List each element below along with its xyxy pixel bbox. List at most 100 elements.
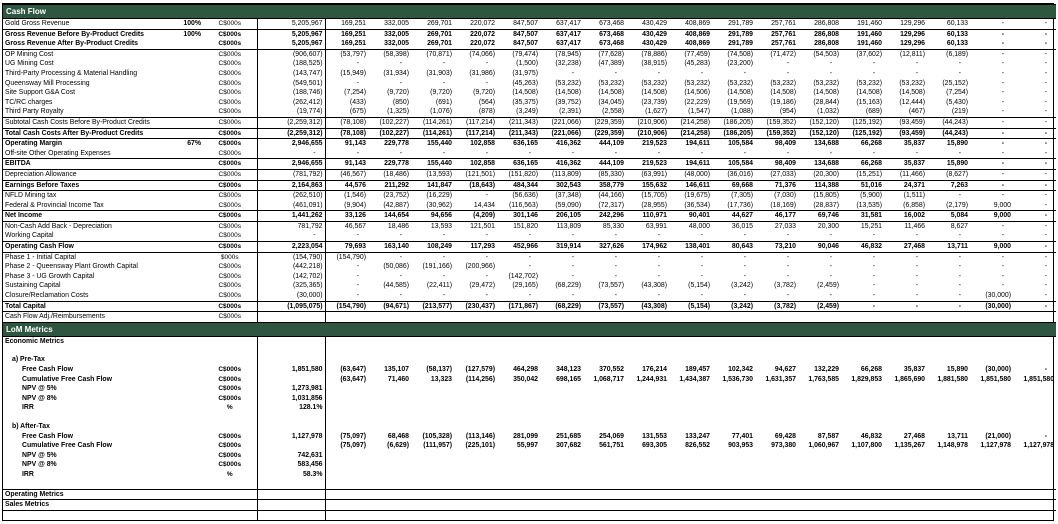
value-cell[interactable]: - xyxy=(872,282,875,290)
value-cell[interactable] xyxy=(884,312,927,323)
value-cell[interactable] xyxy=(798,509,841,520)
value-cell[interactable] xyxy=(325,384,368,394)
value-cell[interactable]: 191,460 xyxy=(841,18,884,30)
value-cell[interactable] xyxy=(626,336,669,346)
value-cell[interactable]: 36,015 xyxy=(731,222,753,230)
value-cell[interactable] xyxy=(368,460,411,470)
total-cell[interactable]: 1,851,580 xyxy=(256,365,326,375)
value-cell[interactable]: - xyxy=(1001,50,1004,58)
value-cell[interactable]: (59,090) xyxy=(555,201,581,209)
value-cell[interactable] xyxy=(497,480,540,490)
value-cell[interactable] xyxy=(1013,394,1056,404)
total-cell[interactable]: 5,205,967 xyxy=(256,18,326,30)
value-cell[interactable] xyxy=(841,346,884,355)
value-cell[interactable] xyxy=(454,488,497,500)
total-cell[interactable]: (549,501) xyxy=(256,78,326,89)
value-cell[interactable]: - xyxy=(399,79,402,87)
value-cell[interactable]: (5,154) xyxy=(688,282,710,290)
value-cell[interactable]: (68,229) xyxy=(555,282,581,290)
value-cell[interactable] xyxy=(454,499,497,511)
value-cell[interactable]: (78,108) xyxy=(325,116,368,129)
value-cell[interactable]: 561,751 xyxy=(599,442,624,450)
value-cell[interactable]: (70,871) xyxy=(426,50,452,58)
value-cell[interactable]: - xyxy=(1001,98,1004,106)
value-cell[interactable] xyxy=(368,403,411,413)
value-cell[interactable]: (14,508) xyxy=(598,89,624,97)
value-cell[interactable]: 155,440 xyxy=(427,140,452,148)
value-cell[interactable] xyxy=(927,346,970,355)
value-cell[interactable]: 847,507 xyxy=(497,18,540,30)
value-cell[interactable]: - xyxy=(872,263,875,271)
value-cell[interactable]: (15,251) xyxy=(856,170,882,178)
value-cell[interactable] xyxy=(712,312,755,323)
value-cell[interactable]: (50,086) xyxy=(383,263,409,271)
value-cell[interactable]: (878) xyxy=(478,108,495,116)
unit-cell[interactable]: C$000s xyxy=(203,300,257,313)
value-cell[interactable]: - xyxy=(657,232,660,240)
value-cell[interactable]: (105,328) xyxy=(422,432,453,440)
unit-cell[interactable]: C$000s xyxy=(218,366,242,373)
total-cell[interactable]: 5,205,967 xyxy=(256,39,326,50)
value-cell[interactable]: (229,359) xyxy=(583,127,626,140)
row-label[interactable]: Non-Cash Add Back - Depreciation xyxy=(5,222,112,230)
value-cell[interactable]: - xyxy=(614,292,617,300)
row-label[interactable]: EBITDA xyxy=(3,158,173,170)
value-cell[interactable]: (71,472) xyxy=(770,50,796,58)
total-cell[interactable]: (1,095,075) xyxy=(256,300,326,313)
unit-cell[interactable]: C$000s xyxy=(218,232,241,240)
value-cell[interactable] xyxy=(411,336,454,346)
value-cell[interactable]: (7,254) xyxy=(946,89,968,97)
value-cell[interactable]: (35,375) xyxy=(512,98,538,106)
pct-cell[interactable]: 100% xyxy=(173,18,203,30)
value-cell[interactable]: 229,778 xyxy=(384,140,409,148)
value-cell[interactable]: - xyxy=(1013,179,1057,192)
value-cell[interactable]: (53,232) xyxy=(727,79,753,87)
pct-cell[interactable] xyxy=(173,127,203,140)
value-cell[interactable] xyxy=(927,509,970,520)
value-cell[interactable]: 370,552 xyxy=(599,366,624,373)
value-cell[interactable]: (9,720) xyxy=(387,89,409,97)
pct-cell[interactable] xyxy=(173,365,203,375)
value-cell[interactable]: (1,032) xyxy=(817,108,839,116)
total-cell[interactable]: 583,456 xyxy=(256,460,326,470)
value-cell[interactable]: (433) xyxy=(349,98,366,106)
value-cell[interactable] xyxy=(841,460,884,470)
value-cell[interactable] xyxy=(755,422,798,432)
value-cell[interactable]: - xyxy=(399,253,402,261)
value-cell[interactable] xyxy=(454,470,497,480)
value-cell[interactable] xyxy=(497,336,540,346)
value-cell[interactable] xyxy=(970,499,1013,511)
row-label[interactable]: Operating Metrics xyxy=(3,488,173,500)
value-cell[interactable]: - xyxy=(700,272,703,280)
value-cell[interactable] xyxy=(755,470,798,480)
value-cell[interactable]: (44,166) xyxy=(598,192,624,200)
value-cell[interactable]: (7,254) xyxy=(344,89,366,97)
unit-cell[interactable]: C$000s xyxy=(203,39,257,50)
unit-cell[interactable]: % xyxy=(226,470,233,478)
value-cell[interactable]: - xyxy=(841,300,884,313)
value-cell[interactable] xyxy=(755,384,798,394)
value-cell[interactable] xyxy=(583,336,626,346)
value-cell[interactable]: 9,000 xyxy=(993,201,1011,209)
value-cell[interactable]: (15,705) xyxy=(641,192,667,200)
value-cell[interactable] xyxy=(712,394,755,404)
value-cell[interactable]: - xyxy=(1001,149,1004,157)
value-cell[interactable]: (31,903) xyxy=(426,69,452,77)
value-cell[interactable]: (102,227) xyxy=(368,116,411,129)
value-cell[interactable]: 220,072 xyxy=(454,39,497,50)
value-cell[interactable]: 9,000 xyxy=(970,241,1013,253)
unit-cell[interactable]: C$000s xyxy=(203,210,257,222)
pct-cell[interactable] xyxy=(173,312,203,323)
value-cell[interactable] xyxy=(884,403,927,413)
value-cell[interactable] xyxy=(755,403,798,413)
pct-cell[interactable]: 67% xyxy=(187,140,201,148)
total-cell[interactable]: 1,441,262 xyxy=(256,210,326,222)
value-cell[interactable] xyxy=(325,413,368,422)
value-cell[interactable]: 1,127,978 xyxy=(1023,442,1055,450)
value-cell[interactable] xyxy=(454,336,497,346)
value-cell[interactable]: 169,251 xyxy=(325,39,368,50)
row-label[interactable]: Net Income xyxy=(3,210,173,222)
value-cell[interactable]: 15,890 xyxy=(946,140,968,148)
value-cell[interactable]: 301,146 xyxy=(497,210,540,222)
value-cell[interactable] xyxy=(583,403,626,413)
